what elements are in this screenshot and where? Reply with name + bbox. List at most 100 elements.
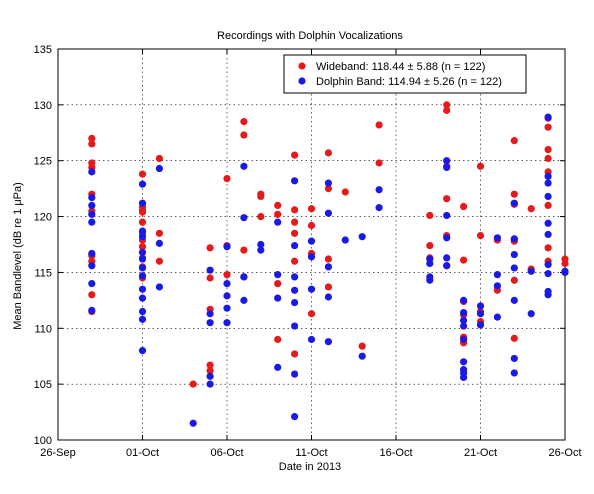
data-point [341,188,349,196]
data-point [544,230,552,239]
data-point [206,310,214,318]
data-point [240,118,248,126]
y-tick-label: 100 [34,435,52,447]
data-point [443,262,451,270]
data-point [206,372,214,380]
data-point [240,162,248,170]
data-point [426,242,434,250]
data-point [138,294,147,302]
data-point [443,157,451,165]
data-point [358,342,366,350]
data-point [88,140,96,148]
data-point [544,269,552,278]
x-tick-label: 21-Oct [464,447,497,459]
data-point [460,202,468,211]
y-tick-label: 115 [34,267,52,279]
data-point [291,151,299,159]
data-point [460,358,468,366]
data-point [426,259,434,268]
data-point [324,185,332,193]
data-point [527,205,535,213]
data-point [291,322,299,330]
data-point [460,322,468,330]
data-point [510,276,518,284]
data-point [138,248,147,256]
data-point [443,234,451,242]
data-point [88,168,96,176]
data-point [274,335,282,344]
data-point [443,101,451,109]
data-point [223,319,231,327]
data-point [138,264,147,272]
data-point [544,244,552,252]
y-tick-label: 130 [34,100,52,112]
data-point [426,211,434,220]
data-point [324,293,332,301]
data-point [257,240,265,249]
y-tick-label: 120 [34,212,52,224]
data-point [155,257,163,265]
data-point [476,302,485,310]
data-point [138,272,147,280]
data-point [88,134,96,142]
data-point [510,334,518,342]
data-point [291,229,299,237]
data-point [510,264,518,272]
data-point [88,218,96,226]
data-point [460,316,468,325]
data-point [274,280,282,288]
data-point [88,201,96,209]
legend-label-wideband: Wideband: 118.44 ± 5.88 (n = 122) [316,61,485,73]
data-point [138,170,147,178]
y-tick-label: 125 [34,156,52,168]
x-tick-label: 16-Oct [379,447,412,459]
data-point [307,310,316,318]
data-point [476,321,485,329]
data-point [510,250,518,259]
data-point [510,199,518,207]
data-point [358,352,366,360]
data-point [240,273,248,281]
x-tick-label: 26-Sep [40,447,75,459]
data-point [206,244,214,252]
data-point [138,285,147,293]
data-point [291,370,299,378]
data-point [291,177,299,185]
data-point [206,274,214,282]
data-point [138,347,147,355]
data-point [443,106,451,115]
data-point [138,227,147,235]
data-point [206,367,214,375]
data-point [291,206,299,214]
data-point [375,159,383,167]
data-point [257,246,265,254]
data-point [240,246,248,254]
data-point [307,221,316,230]
data-point [561,259,569,268]
data-point [307,237,316,245]
legend-label-dolphin-band: Dolphin Band: 114.94 ± 5.26 (n = 122) [316,76,502,88]
data-point [561,267,569,275]
data-point [291,218,299,226]
data-point [88,291,96,299]
data-point [324,283,332,291]
data-point [476,310,485,318]
x-tick-label: 26-Oct [548,447,581,459]
legend: Wideband: 118.44 ± 5.88 (n = 122) Dolphi… [283,54,527,94]
data-point [443,254,451,262]
data-point [88,280,96,288]
data-point [206,266,214,274]
data-point [138,243,147,251]
data-point [206,380,214,388]
data-point [291,286,299,294]
data-point [138,315,147,323]
data-point [223,243,231,251]
axis-ticks: 26-Sep 01-Oct 06-Oct 11-Oct 16-Oct 21-Oct 26-O… [34,44,582,459]
data-point [510,354,518,363]
data-point [223,271,231,279]
data-point [324,149,332,157]
data-point [307,205,316,213]
data-point [240,131,248,139]
data-point [443,195,451,203]
data-point [493,313,501,321]
